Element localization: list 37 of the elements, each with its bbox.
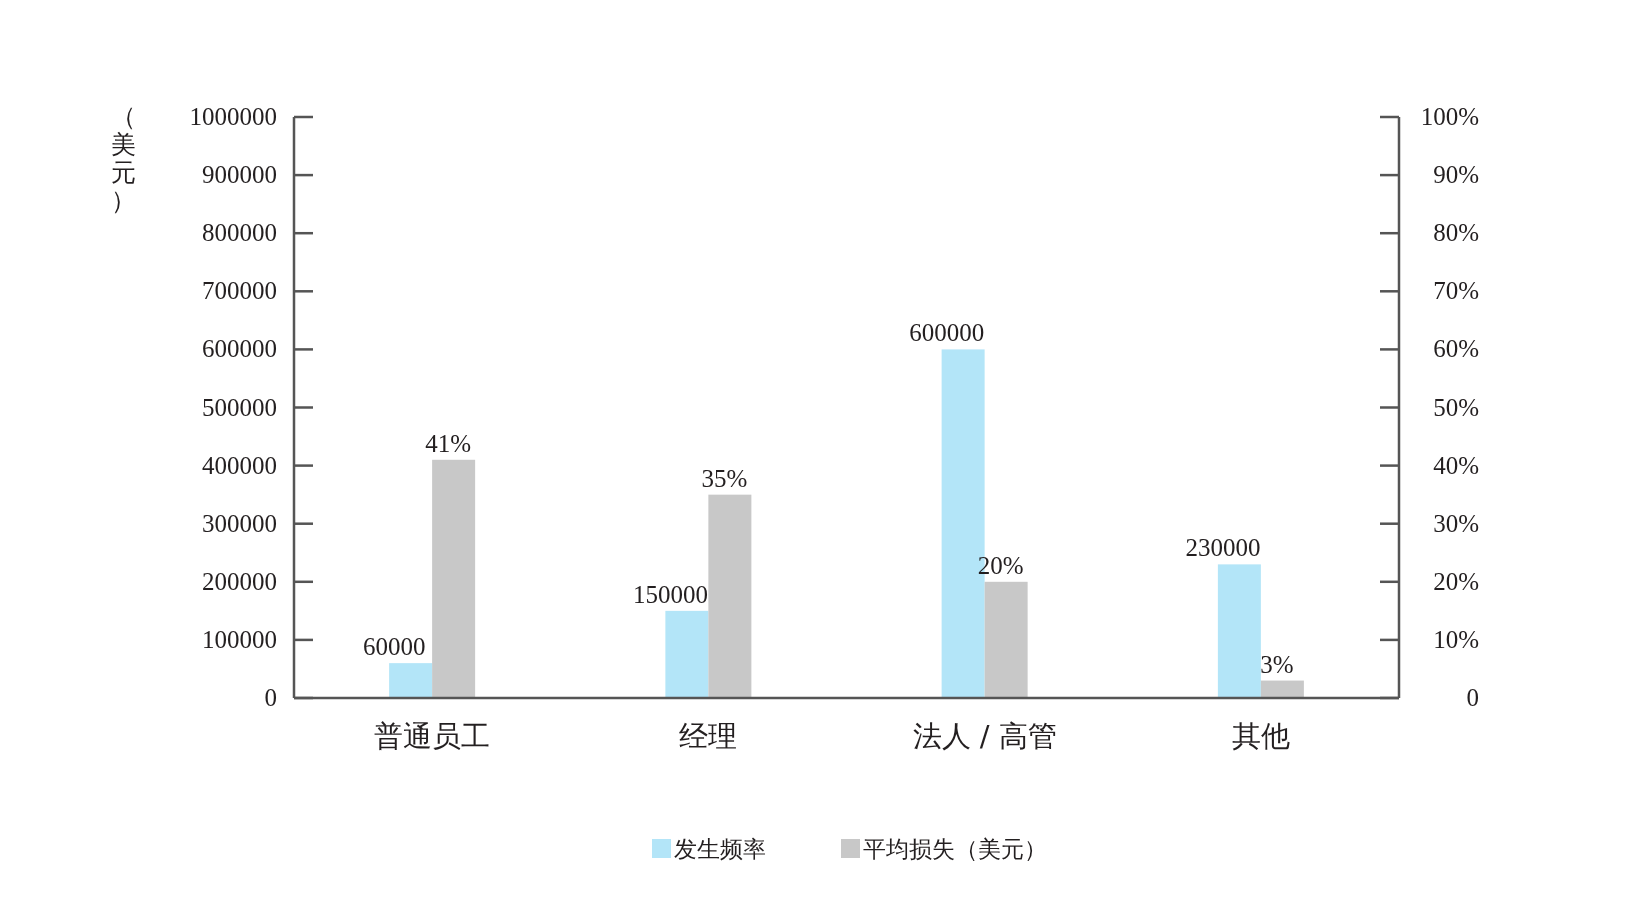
data-label: 230000 bbox=[1185, 534, 1261, 562]
y2-tick-label: 80% bbox=[1433, 219, 1479, 247]
data-label: 35% bbox=[701, 464, 748, 492]
y2-tick-label: 100% bbox=[1420, 103, 1479, 130]
legend-label: 平均损失（美元） bbox=[863, 836, 1047, 862]
y-tick-label: 300000 bbox=[202, 509, 277, 537]
y2-tick-label: 10% bbox=[1433, 625, 1479, 653]
y2-tick-label: 60% bbox=[1433, 335, 1479, 363]
y-tick-label: 200000 bbox=[202, 567, 277, 595]
data-label: 41% bbox=[425, 429, 472, 457]
y-tick-label: 600000 bbox=[202, 335, 277, 363]
y-tick-label: 1000000 bbox=[189, 103, 277, 130]
y-tick-label: 700000 bbox=[202, 277, 277, 305]
y-axis-title: （美元） bbox=[110, 102, 136, 215]
y-tick-label: 100000 bbox=[202, 625, 277, 653]
y-tick-label: 400000 bbox=[202, 451, 277, 479]
x-tick-label: 法人 / 高管 bbox=[912, 719, 1057, 753]
y2-tick-label: 0 bbox=[1466, 684, 1479, 711]
y2-tick-label: 40% bbox=[1433, 451, 1479, 479]
y-tick-label: 900000 bbox=[202, 161, 277, 189]
y-tick-label: 800000 bbox=[202, 219, 277, 247]
y2-tick-label: 20% bbox=[1433, 567, 1479, 595]
data-label: 60000 bbox=[362, 633, 426, 661]
x-tick-label: 经理 bbox=[679, 719, 738, 753]
legend-label: 发生频率 bbox=[674, 836, 766, 862]
y-tick-label: 0 bbox=[264, 684, 277, 711]
x-tick-label: 普通员工 bbox=[374, 719, 491, 753]
y-tick-label: 500000 bbox=[202, 393, 277, 421]
y2-tick-label: 90% bbox=[1433, 161, 1479, 189]
data-label: 150000 bbox=[632, 580, 708, 608]
y2-tick-label: 70% bbox=[1433, 277, 1479, 305]
x-tick-label: 其他 bbox=[1231, 719, 1290, 753]
y2-tick-label: 50% bbox=[1433, 393, 1479, 421]
data-label: 20% bbox=[977, 551, 1024, 579]
data-label: 600000 bbox=[909, 319, 985, 347]
data-label: 3% bbox=[1260, 650, 1294, 678]
y2-tick-label: 30% bbox=[1433, 509, 1479, 537]
